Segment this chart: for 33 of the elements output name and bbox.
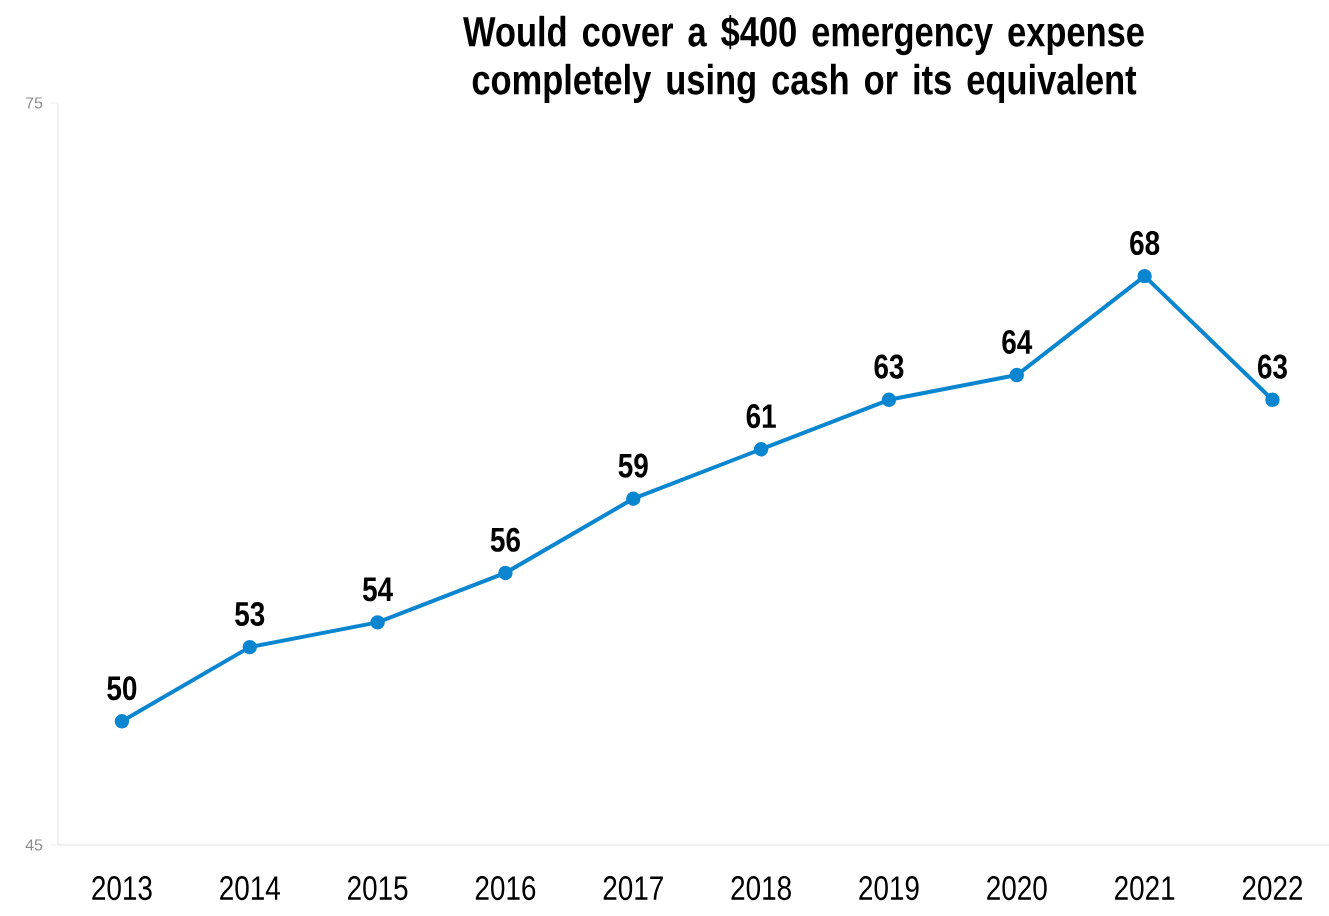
point [1137, 268, 1152, 284]
data-label: 61 [746, 404, 776, 429]
x-tick-label: 2022 [1242, 876, 1303, 901]
point [881, 392, 897, 407]
point [1265, 392, 1280, 407]
point [1009, 367, 1024, 383]
chart-title: Would cover a $400 emergency expense completely using cash or its equivalent [463, 15, 1144, 104]
data-label: 68 [1130, 230, 1160, 256]
point [114, 714, 130, 729]
x-tick-label: 2021 [1115, 876, 1175, 901]
data-label: 63 [874, 354, 904, 379]
data-label: 59 [618, 453, 648, 478]
point [626, 491, 641, 506]
point [753, 442, 769, 457]
point [242, 639, 257, 655]
data-label: 54 [362, 577, 393, 602]
point [498, 565, 513, 581]
y-tick-label: 75 [25, 97, 43, 109]
x-tick-label: 2020 [987, 876, 1047, 901]
x-tick-label: 2015 [348, 876, 408, 901]
x-tick-label: 2017 [603, 876, 663, 901]
x-tick-label: 2013 [92, 876, 152, 901]
data-label: 53 [235, 601, 265, 627]
data-label: 50 [107, 676, 137, 701]
x-tick-label: 2018 [731, 876, 791, 901]
data-label: 56 [490, 527, 520, 552]
x-tick-label: 2014 [220, 876, 280, 901]
x-tick-label: 2019 [859, 876, 919, 901]
data-label: 63 [1257, 354, 1287, 379]
x-tick-label: 2016 [475, 876, 536, 901]
point [370, 615, 385, 630]
data-label: 64 [1002, 329, 1033, 355]
y-tick-label: 45 [25, 839, 43, 851]
